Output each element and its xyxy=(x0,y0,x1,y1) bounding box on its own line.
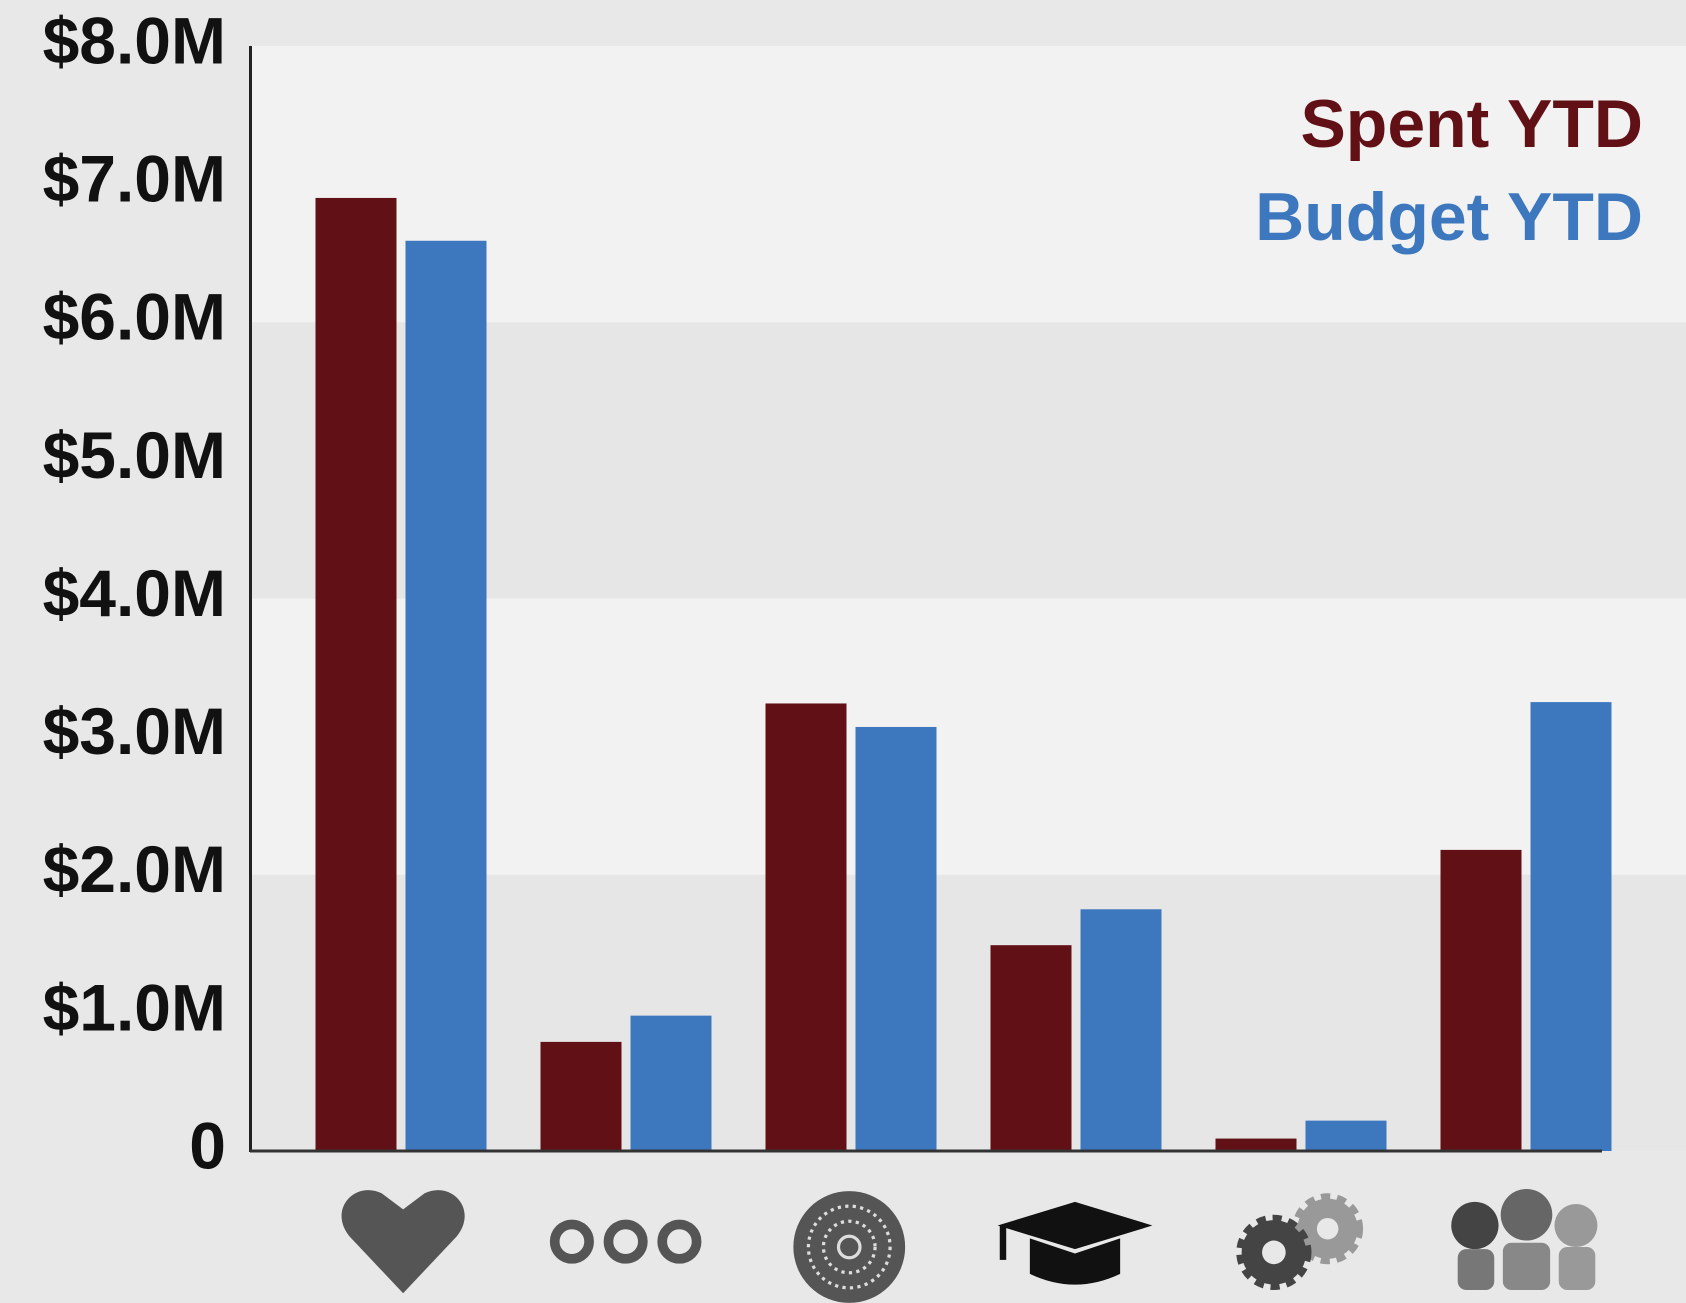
y-tick-label: $4.0M xyxy=(43,556,226,630)
bar xyxy=(766,703,847,1151)
bar xyxy=(406,241,487,1151)
y-tick-label: 0 xyxy=(189,1108,226,1182)
y-tick-label: $8.0M xyxy=(43,3,226,77)
y-tick-label: $7.0M xyxy=(43,142,226,216)
y-tick-label: $6.0M xyxy=(43,280,226,354)
y-tick-label: $3.0M xyxy=(43,694,226,768)
bar xyxy=(991,945,1072,1151)
spiral-icon xyxy=(793,1191,905,1303)
bar xyxy=(316,198,397,1151)
bar xyxy=(541,1042,622,1151)
y-tick-label: $2.0M xyxy=(43,832,226,906)
bar xyxy=(1441,850,1522,1151)
legend-label: Budget YTD xyxy=(1255,179,1643,255)
y-tick-label: $5.0M xyxy=(43,418,226,492)
bar xyxy=(1531,702,1612,1151)
bar xyxy=(1216,1139,1297,1151)
legend-label: Spent YTD xyxy=(1300,86,1643,162)
chart: Spent YTD Budget YTD 0 $1.0M $2.0M $3.0M $4.… xyxy=(0,0,1686,1303)
bar xyxy=(856,727,937,1151)
bar xyxy=(1081,909,1162,1151)
people-icon xyxy=(1451,1189,1597,1290)
y-tick-label: $1.0M xyxy=(43,970,226,1044)
bar xyxy=(1306,1121,1387,1151)
bar xyxy=(631,1016,712,1151)
